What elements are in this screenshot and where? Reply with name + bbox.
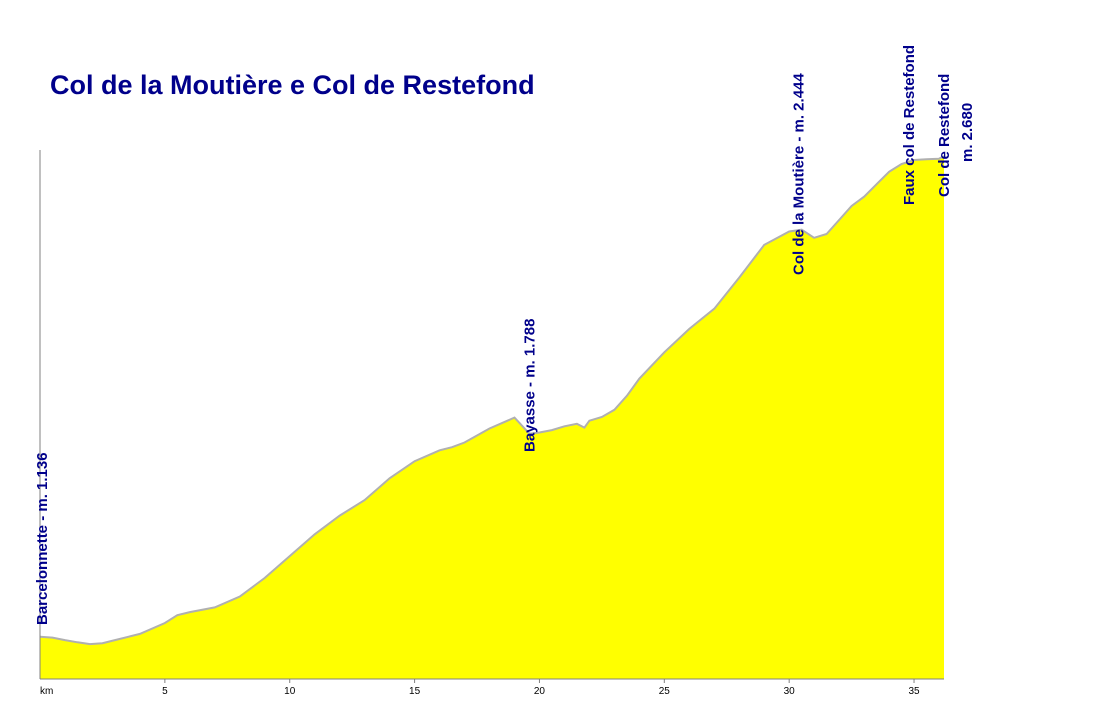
annotation-label: Faux col de Restefond — [901, 45, 918, 205]
x-tick-label: 10 — [284, 686, 296, 697]
annotation-label: m. 2.680 — [959, 103, 976, 162]
annotation-label: Barcelonnette - m. 1.136 — [34, 452, 51, 625]
x-tick-label: 20 — [534, 686, 546, 697]
elevation-line — [39, 155, 945, 646]
x-tick-label: 30 — [784, 686, 796, 697]
x-tick-label: 35 — [908, 686, 920, 697]
x-tick-label: 15 — [409, 686, 421, 697]
chart-title: Col de la Moutière e Col de Restefond — [50, 70, 535, 100]
annotation-label: Col de la Moutière - m. 2.444 — [791, 73, 808, 275]
annotation-label: Col de Restefond — [936, 74, 953, 197]
elevation-area — [40, 156, 944, 679]
x-tick-label: 5 — [162, 686, 168, 697]
x-axis-unit-label: km — [40, 686, 53, 697]
annotation-label: Bayasse - m. 1.788 — [521, 319, 538, 452]
x-tick-label: 25 — [659, 686, 671, 697]
